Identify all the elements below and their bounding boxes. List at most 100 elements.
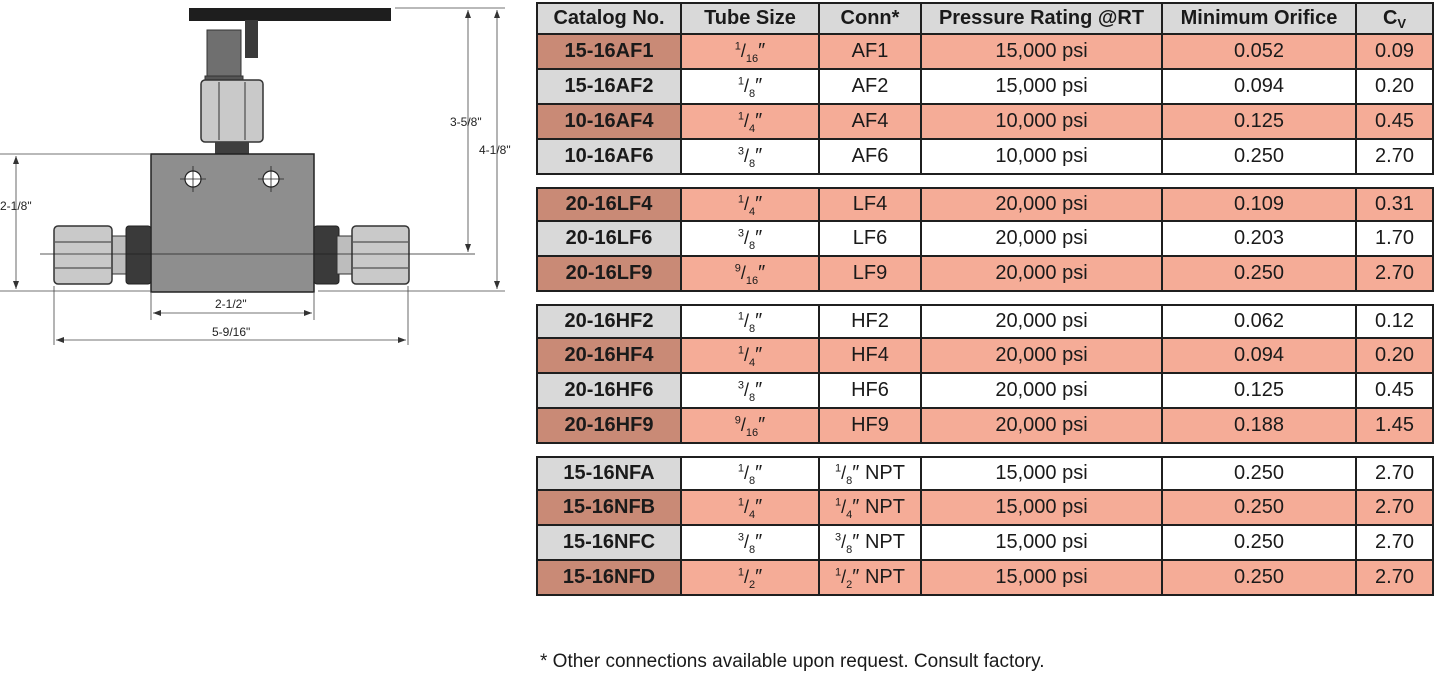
cell-catalog: 15-16NFB [536,491,680,526]
conn-suffix: NPT [864,531,905,553]
cell-catalog: 20-16LF4 [536,187,680,222]
cell-cv: 2.70 [1355,456,1434,491]
cell-orifice: 0.094 [1161,70,1355,105]
table-row: 15-16NFC 3/8″ 3/8″ NPT 15,000 psi 0.250 2.70 [536,526,1434,561]
header-cv: CV [1355,2,1434,35]
frac-denominator: 4 [846,509,853,521]
table-row: 15-16AF1 1/16″ AF1 15,000 psi 0.052 0.09 [536,35,1434,70]
frac-denominator: 4 [748,357,756,369]
table-row: 20-16HF4 1/4″ HF4 20,000 psi 0.094 0.20 [536,339,1434,374]
frac-numerator: 1 [835,496,842,509]
tube-size-fraction: 9/16 [734,262,759,287]
tube-size-fraction: 9/16 [734,414,759,439]
cell-cv: 2.70 [1355,491,1434,526]
left-hex-nut [125,225,152,285]
cell-cv: 2.70 [1355,561,1434,596]
cell-conn: HF2 [818,304,920,339]
frac-denominator: 8 [748,544,756,556]
table-row: 10-16AF4 1/4″ AF4 10,000 psi 0.125 0.45 [536,105,1434,140]
conn-fraction: 3/8 [835,531,853,556]
cell-pressure: 10,000 psi [920,105,1161,140]
cell-tube-size: 3/8″ [680,526,818,561]
header-cv-main: C [1382,6,1398,29]
cell-conn: AF2 [818,70,920,105]
conn-code: AF4 [851,110,889,132]
cell-cv: 0.45 [1355,374,1434,409]
conn-code: AF2 [851,75,889,97]
cell-catalog: 20-16HF6 [536,374,680,409]
frac-denominator: 4 [748,206,756,218]
cell-catalog: 10-16AF4 [536,105,680,140]
valve-stem-pin [245,20,258,58]
group-spacer [536,292,1434,304]
frac-numerator: 3 [737,379,744,392]
table-row: 20-16LF9 9/16″ LF9 20,000 psi 0.250 2.70 [536,257,1434,292]
cell-tube-size: 1/2″ [680,561,818,596]
table-row: 20-16HF2 1/8″ HF2 20,000 psi 0.062 0.12 [536,304,1434,339]
conn-code: HF2 [851,310,889,332]
cell-conn: LF6 [818,222,920,257]
frac-numerator: 3 [835,531,842,544]
cell-catalog: 20-16HF9 [536,409,680,444]
cell-conn: AF6 [818,140,920,175]
conn-fraction: 1/8 [835,462,853,487]
header-tube-size: Tube Size [680,2,818,35]
table-row: 20-16HF9 9/16″ HF9 20,000 psi 0.188 1.45 [536,409,1434,444]
table-row: 20-16LF4 1/4″ LF4 20,000 psi 0.109 0.31 [536,187,1434,222]
frac-numerator: 1 [737,193,744,206]
conn-code: AF1 [851,40,889,62]
cell-conn: HF4 [818,339,920,374]
conn-code: LF9 [852,262,888,284]
valve-dimension-drawing: 3-5/8" 4-1/8" 2-1/8" 2-1/2" 5-9/16" [0,7,511,345]
frac-numerator: 1 [737,462,744,475]
cell-cv: 0.31 [1355,187,1434,222]
tube-size-fraction: 1/8 [737,75,756,100]
cell-conn: HF9 [818,409,920,444]
cell-pressure: 15,000 psi [920,561,1161,596]
frac-denominator: 8 [748,475,756,487]
frac-numerator: 3 [737,531,744,544]
frac-denominator: 8 [748,158,756,170]
cell-cv: 0.20 [1355,70,1434,105]
frac-denominator: 8 [846,475,853,487]
frac-numerator: 1 [737,496,744,509]
conn-suffix: NPT [864,462,905,484]
table-row: 15-16NFB 1/4″ 1/4″ NPT 15,000 psi 0.250 2.70 [536,491,1434,526]
frac-denominator: 8 [846,544,853,556]
cell-cv: 0.12 [1355,304,1434,339]
header-row: Catalog No. Tube Size Conn* Pressure Rat… [536,2,1434,35]
table-row: 15-16NFD 1/2″ 1/2″ NPT 15,000 psi 0.250 2.70 [536,561,1434,596]
cell-conn: 1/4″ NPT [818,491,920,526]
cell-conn: 1/2″ NPT [818,561,920,596]
valve-body [150,153,315,293]
cell-cv: 2.70 [1355,140,1434,175]
tube-size-fraction: 1/4 [737,496,756,521]
group-spacer [536,444,1434,456]
frac-numerator: 1 [835,566,842,579]
cell-catalog: 20-16HF4 [536,339,680,374]
cell-orifice: 0.250 [1161,491,1355,526]
table-row: 10-16AF6 3/8″ AF6 10,000 psi 0.250 2.70 [536,140,1434,175]
frac-denominator: 16 [745,53,759,65]
cell-conn: LF4 [818,187,920,222]
tube-size-fraction: 3/8 [737,227,756,252]
cell-orifice: 0.188 [1161,409,1355,444]
cell-orifice: 0.250 [1161,140,1355,175]
cell-tube-size: 3/8″ [680,222,818,257]
cell-pressure: 15,000 psi [920,526,1161,561]
cell-tube-size: 9/16″ [680,409,818,444]
cell-conn: 1/8″ NPT [818,456,920,491]
tube-size-fraction: 3/8 [737,531,756,556]
tube-size-fraction: 1/16 [734,40,759,65]
cell-cv: 0.45 [1355,105,1434,140]
cell-tube-size: 1/4″ [680,187,818,222]
frac-denominator: 8 [748,88,756,100]
frac-numerator: 3 [737,145,744,158]
table-row: 15-16NFA 1/8″ 1/8″ NPT 15,000 psi 0.250 2.70 [536,456,1434,491]
tube-size-fraction: 1/2 [737,566,756,591]
cell-pressure: 20,000 psi [920,187,1161,222]
cell-catalog: 20-16LF6 [536,222,680,257]
cell-tube-size: 1/8″ [680,456,818,491]
cell-cv: 1.70 [1355,222,1434,257]
tube-size-fraction: 3/8 [737,145,756,170]
